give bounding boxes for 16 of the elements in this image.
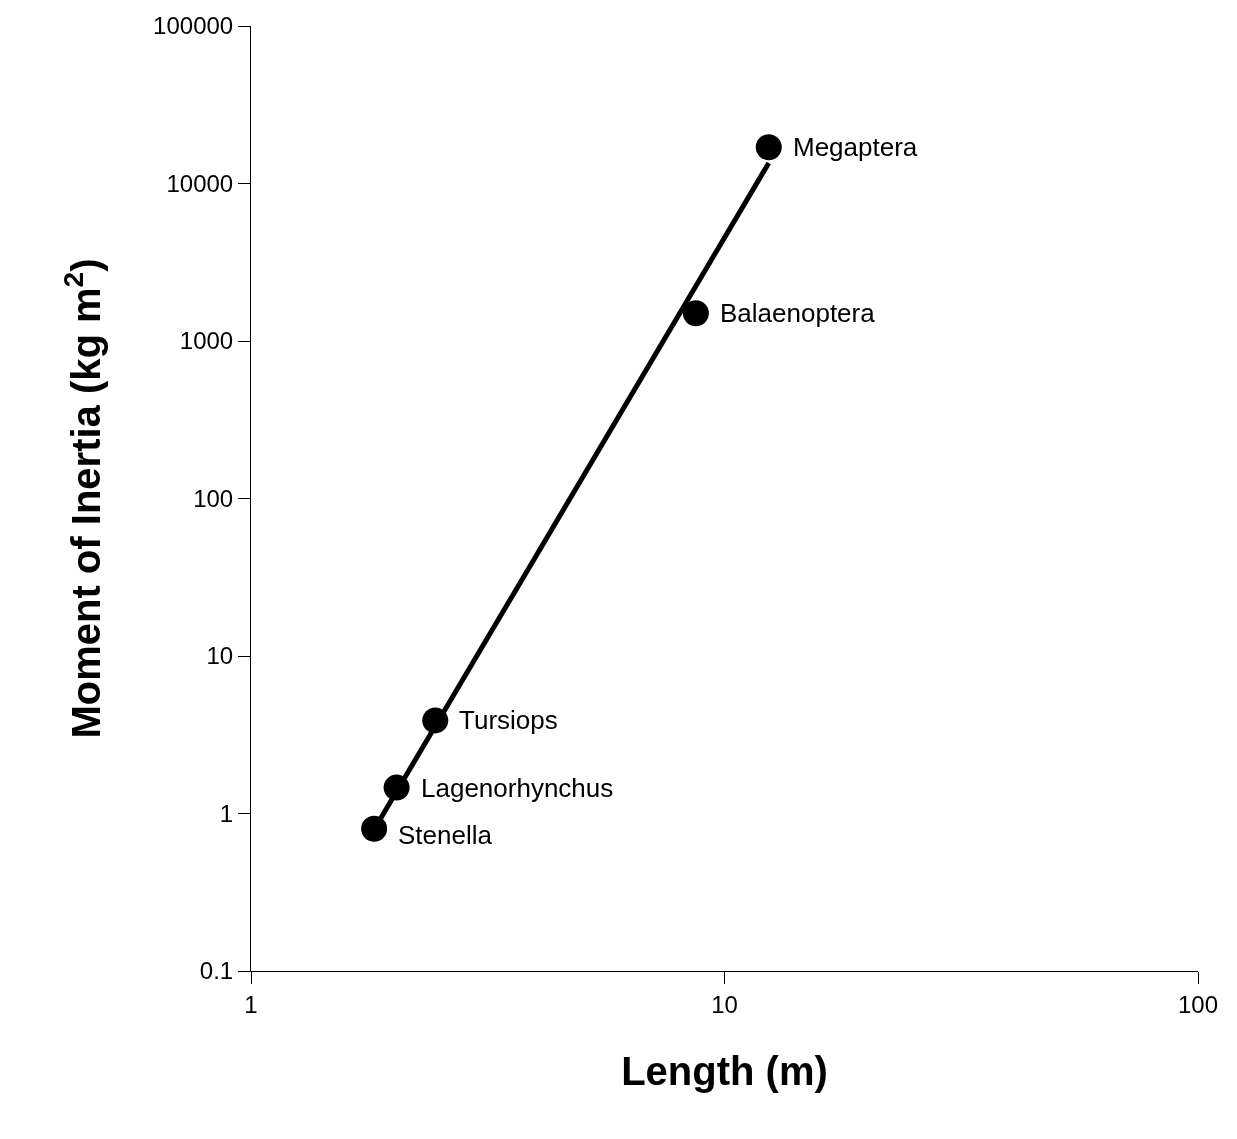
y-tick-label: 0.1 <box>199 957 234 985</box>
y-tick-label: 10000 <box>166 169 234 197</box>
y-tick-label: 100000 <box>153 12 234 40</box>
annotation: Balaenoptera <box>720 298 876 328</box>
x-tick-label: 100 <box>1177 990 1219 1018</box>
x-tick-label: 10 <box>711 990 738 1018</box>
x-axis-title: Length (m) <box>621 1049 828 1094</box>
y-tick-label: 1000 <box>179 327 234 355</box>
y-tick-label: 10 <box>206 642 234 670</box>
x-tick-label: 1 <box>244 990 258 1018</box>
annotation: Stenella <box>398 820 493 850</box>
annotation: Megaptera <box>793 132 918 162</box>
annotation: Tursiops <box>459 705 558 735</box>
annotation: Lagenorhynchus <box>421 773 614 803</box>
y-tick-label: 100 <box>193 484 234 512</box>
y-tick-label: 1 <box>219 799 234 827</box>
